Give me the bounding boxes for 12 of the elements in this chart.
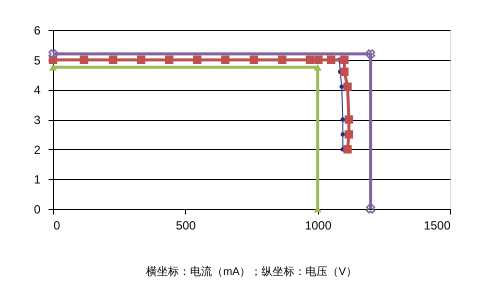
y-tick-label: 3 bbox=[34, 113, 41, 127]
y-tick-label: 0 bbox=[34, 202, 41, 216]
y-tick-label: 2 bbox=[34, 142, 41, 157]
x-tick-label: 1000 bbox=[304, 218, 332, 232]
y-tick-label: 4 bbox=[34, 83, 41, 98]
y-tick-label: 1 bbox=[34, 172, 41, 187]
y-tick-label: 6 bbox=[34, 24, 41, 38]
y-tick-label: 5 bbox=[34, 53, 41, 68]
text: 横坐标：电流（mA）；纵坐标：电压（V） bbox=[146, 265, 357, 278]
x-tick-label: 500 bbox=[176, 218, 196, 232]
x-tick-label: 1500 bbox=[424, 218, 451, 232]
x-tick-label: 0 bbox=[54, 218, 60, 232]
